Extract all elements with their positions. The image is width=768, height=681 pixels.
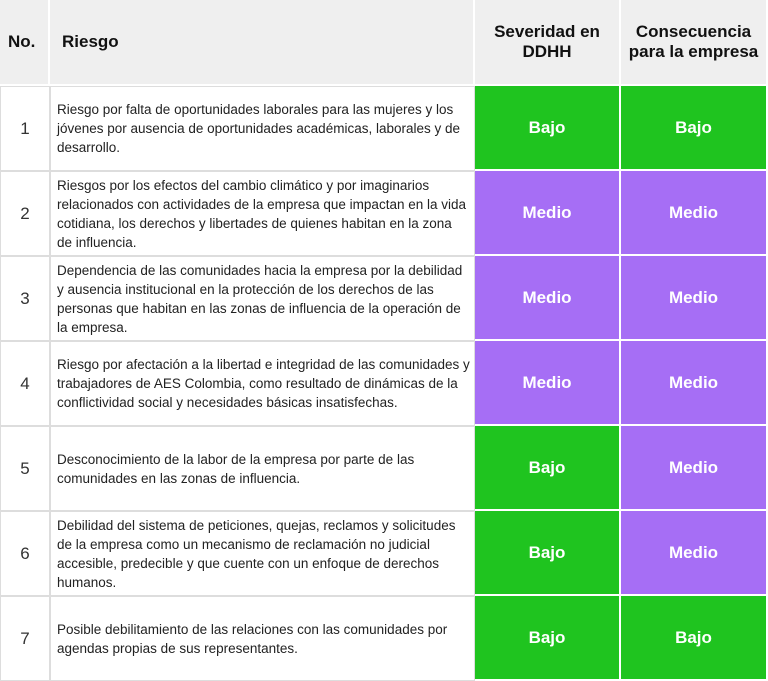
row-number: 4 <box>0 341 50 426</box>
header-cell-text: Consecuencia para la empresa <box>628 22 759 61</box>
header-cell-text: Riesgo <box>62 32 119 51</box>
severity-level-text: Bajo <box>528 627 566 647</box>
severity-level-text: Medio <box>522 372 572 392</box>
consequence-level-text: Medio <box>668 542 719 562</box>
risk-text: Debilidad del sistema de peticiones, que… <box>50 511 475 596</box>
row-number-text: 5 <box>20 458 30 478</box>
risk-text-text: Dependencia de las comunidades hacia la … <box>57 262 463 335</box>
header-cell: Severidad en DDHH <box>475 0 621 86</box>
consequence-level-text: Bajo <box>675 117 712 137</box>
consequence-level: Bajo <box>621 596 768 681</box>
risk-text: Riesgo por afectación a la libertad e in… <box>50 341 475 426</box>
risk-text-text: Riesgo por falta de oportunidades labora… <box>57 102 461 155</box>
severity-level-text: Medio <box>522 287 572 307</box>
risk-text-text: Debilidad del sistema de peticiones, que… <box>57 517 456 590</box>
severity-level: Bajo <box>475 86 621 171</box>
risk-text-text: Riesgo por afectación a la libertad e in… <box>57 357 470 410</box>
risk-text: Posible debilitamiento de las relaciones… <box>50 596 475 681</box>
risk-text-text: Posible debilitamiento de las relaciones… <box>57 621 448 656</box>
header-cell-text: No. <box>8 32 36 51</box>
severity-level-text: Bajo <box>528 542 566 562</box>
severity-level: Bajo <box>475 511 621 596</box>
risk-text: Dependencia de las comunidades hacia la … <box>50 256 475 341</box>
consequence-level: Medio <box>621 171 768 256</box>
risk-text-text: Desconocimiento de la labor de la empres… <box>57 451 415 486</box>
severity-level-text: Bajo <box>528 457 566 477</box>
header-cell: Consecuencia para la empresa <box>621 0 768 86</box>
row-number-text: 3 <box>20 288 30 308</box>
row-number-text: 7 <box>20 628 30 648</box>
severity-level: Bajo <box>475 426 621 511</box>
risk-text: Riesgos por los efectos del cambio climá… <box>50 171 475 256</box>
consequence-level: Bajo <box>621 86 768 171</box>
header-cell-text: Severidad en DDHH <box>494 22 600 61</box>
severity-level: Medio <box>475 256 621 341</box>
header-cell: Riesgo <box>50 0 475 86</box>
row-number-text: 2 <box>20 203 30 223</box>
row-number: 2 <box>0 171 50 256</box>
consequence-level-text: Bajo <box>675 627 712 647</box>
severity-level: Medio <box>475 171 621 256</box>
risk-text-text: Riesgos por los efectos del cambio climá… <box>57 177 467 250</box>
severity-level: Bajo <box>475 596 621 681</box>
header-cell: No. <box>0 0 50 86</box>
row-number: 1 <box>0 86 50 171</box>
severity-level-text: Bajo <box>528 117 566 137</box>
consequence-level: Medio <box>621 426 768 511</box>
consequence-level: Medio <box>621 341 768 426</box>
risk-text: Riesgo por falta de oportunidades labora… <box>50 86 475 171</box>
consequence-level-text: Medio <box>668 372 719 392</box>
consequence-level-text: Medio <box>668 287 719 307</box>
severity-level: Medio <box>475 341 621 426</box>
row-number: 7 <box>0 596 50 681</box>
consequence-level-text: Medio <box>668 457 719 477</box>
row-number-text: 4 <box>20 373 30 393</box>
row-number: 5 <box>0 426 50 511</box>
row-number-text: 6 <box>20 543 30 563</box>
row-number: 3 <box>0 256 50 341</box>
consequence-level: Medio <box>621 511 768 596</box>
severity-level-text: Medio <box>522 202 572 222</box>
risk-text: Desconocimiento de la labor de la empres… <box>50 426 475 511</box>
row-number-text: 1 <box>20 118 30 138</box>
consequence-level-text: Medio <box>668 202 719 222</box>
row-number: 6 <box>0 511 50 596</box>
consequence-level: Medio <box>621 256 768 341</box>
